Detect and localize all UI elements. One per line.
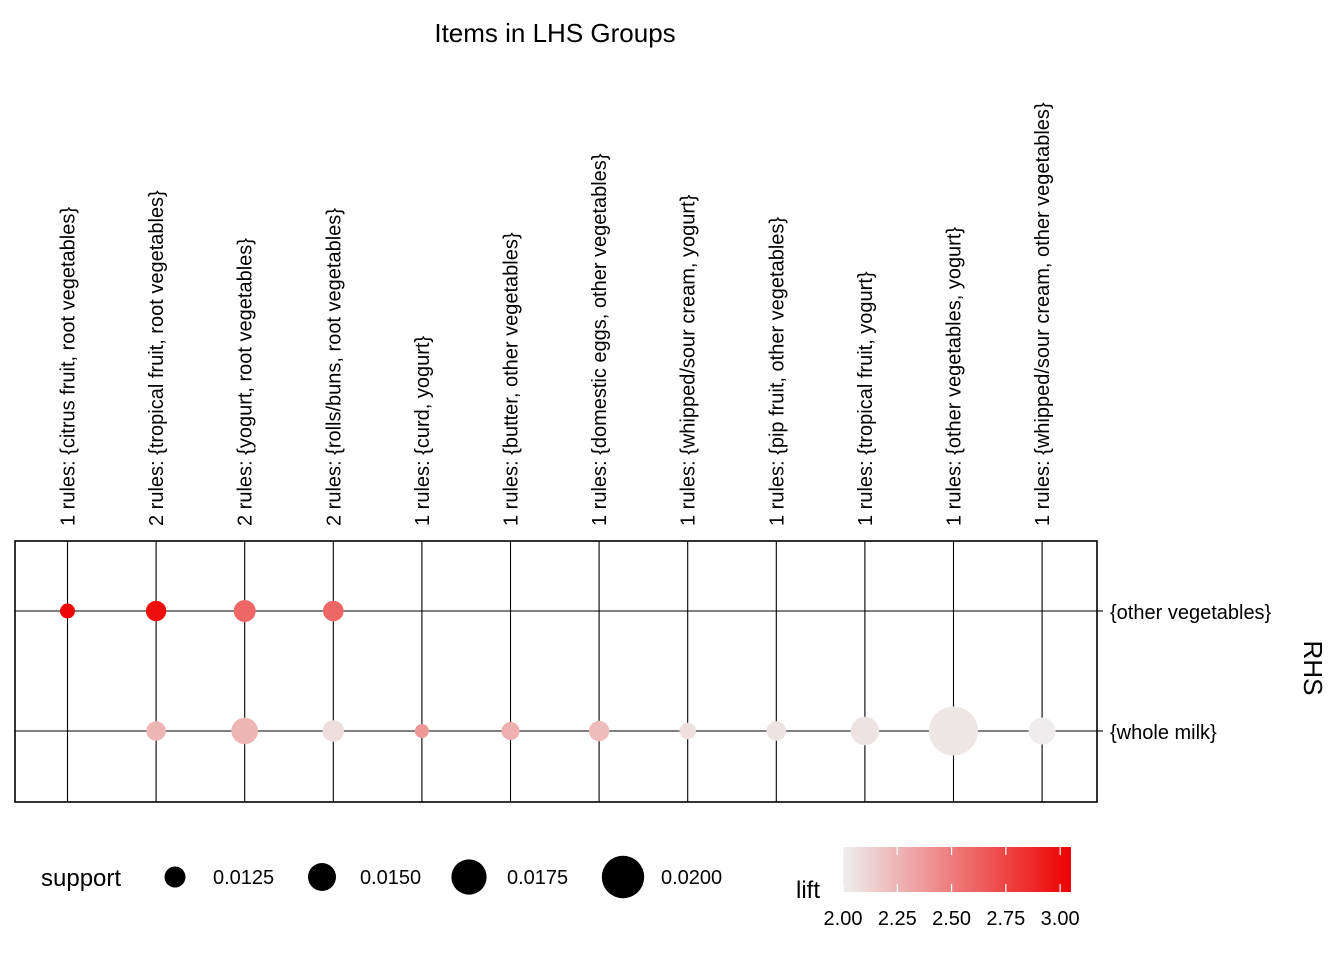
plot-panel — [14, 540, 1098, 803]
panel-border — [14, 540, 1098, 803]
lift-key-label: 3.00 — [1041, 908, 1080, 930]
support-key-label: 0.0125 — [213, 867, 274, 889]
support-key-circle — [451, 859, 487, 895]
data-point — [146, 721, 166, 741]
row-label: {other vegetables} — [1110, 602, 1272, 624]
data-point — [322, 720, 345, 742]
data-point — [850, 716, 880, 746]
data-point — [60, 603, 75, 619]
support-key-circle — [601, 855, 645, 899]
row-label: {whole milk} — [1110, 722, 1217, 744]
lift-key-label: 2.25 — [878, 908, 917, 930]
support-legend-title: support — [41, 865, 121, 892]
column-label: 1 rules: {citrus fruit, root vegetables} — [58, 207, 80, 526]
lift-key-label: 2.00 — [824, 908, 863, 930]
data-point — [588, 720, 610, 742]
data-point — [501, 722, 520, 740]
support-key-circle — [164, 866, 186, 888]
column-label: 1 rules: {whipped/sour cream, other vege… — [1032, 102, 1054, 526]
lift-legend: lift 2.00 2.25 2.50 2.75 3.00 — [796, 847, 1080, 930]
column-label: 2 rules: {yogurt, root vegetables} — [235, 238, 257, 526]
data-point — [323, 600, 344, 622]
column-label: 2 rules: {rolls/buns, root vegetables} — [323, 208, 345, 526]
support-legend: support 0.0125 0.0150 0.0175 0.0200 — [41, 855, 722, 899]
lift-legend-title: lift — [796, 877, 820, 904]
data-point — [414, 724, 429, 738]
row-labels: {other vegetables} {whole milk} — [1097, 602, 1272, 744]
chart-title: Items in LHS Groups — [434, 18, 675, 48]
column-label: 1 rules: {domestic eggs, other vegetable… — [589, 153, 611, 526]
data-point — [233, 600, 256, 622]
column-label: 1 rules: {whipped/sour cream, yogurt} — [678, 194, 700, 526]
data-point — [679, 722, 696, 740]
column-labels: 1 rules: {citrus fruit, root vegetables}… — [58, 102, 1055, 526]
data-point — [231, 717, 258, 745]
y-axis-title: RHS — [1298, 641, 1328, 696]
column-label: 1 rules: {curd, yogurt} — [412, 336, 434, 526]
lift-key-label: 2.50 — [932, 908, 971, 930]
column-label: 1 rules: {tropical fruit, yogurt} — [855, 271, 877, 526]
data-point — [145, 600, 167, 622]
data-point — [929, 706, 978, 756]
data-point — [1028, 717, 1056, 745]
support-key-label: 0.0175 — [507, 867, 568, 889]
column-label: 1 rules: {butter, other vegetables} — [501, 232, 523, 526]
column-label: 1 rules: {pip fruit, other vegetables} — [766, 217, 788, 526]
column-label: 2 rules: {tropical fruit, root vegetable… — [146, 190, 168, 526]
support-key-label: 0.0200 — [661, 867, 722, 889]
lift-colorbar — [843, 847, 1071, 892]
data-point — [766, 721, 787, 741]
lift-key-label: 2.75 — [986, 908, 1025, 930]
column-label: 1 rules: {other vegetables, yogurt} — [944, 227, 966, 526]
support-key-label: 0.0150 — [360, 867, 421, 889]
support-key-circle — [308, 863, 336, 891]
